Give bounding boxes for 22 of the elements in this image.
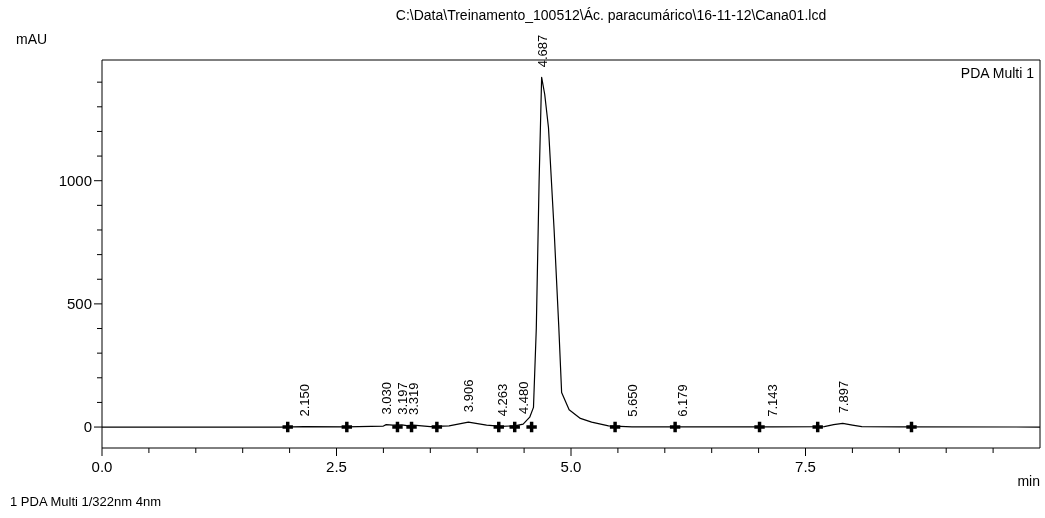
x-tick-label: 7.5 (795, 458, 816, 475)
annotation: 3.030 (379, 382, 395, 415)
annotation: 7.897 (835, 380, 851, 414)
annotation: 4.263 (494, 383, 510, 417)
chart-title: C:\Data\Treinamento_100512\Ác. paracumárico\16-11-12\Cana01.lcd (395, 7, 827, 23)
annotation: 5.650 (624, 384, 640, 417)
text: 1 PDA Multi 1/322nm 4nm (10, 494, 162, 509)
y-axis-title: mAU (16, 31, 48, 47)
y-tick-label: 0 (83, 418, 92, 436)
x-axis-title: min (1017, 473, 1040, 489)
annotation: 2.150 (296, 384, 312, 417)
text: PDA Multi 1 (960, 65, 1035, 81)
x-tick-label: 2.5 (326, 458, 347, 475)
annotation: 7.143 (765, 384, 781, 417)
annotation: 4.480 (516, 381, 532, 415)
y-tick-label: 1000 (58, 171, 92, 189)
annotation: 6.179 (674, 384, 690, 417)
annotation: 4.687 (534, 34, 550, 68)
x-tick-label: 5.0 (560, 458, 582, 475)
x-tick-label: 0.0 (91, 458, 113, 475)
y-tick-label: 500 (66, 294, 92, 312)
annotation: 3.906 (461, 379, 477, 413)
